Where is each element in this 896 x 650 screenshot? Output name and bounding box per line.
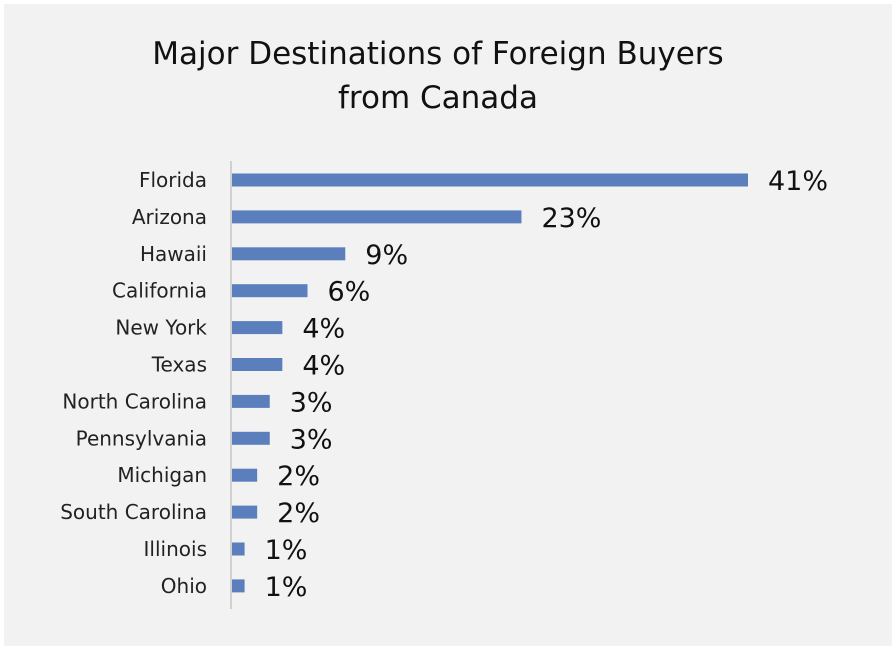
data-label: 1%: [265, 535, 308, 566]
bar: [232, 173, 748, 187]
category-label: Illinois: [144, 537, 207, 561]
bar: [232, 210, 522, 224]
data-label: 2%: [277, 498, 320, 529]
bar: [232, 394, 270, 408]
data-label: 4%: [302, 351, 345, 382]
data-label: 3%: [290, 424, 333, 455]
category-label: Florida: [139, 168, 207, 192]
chart-title-line-1: Major Destinations of Foreign Buyers: [152, 36, 724, 72]
category-label: Arizona: [132, 205, 207, 229]
bar-chart: Florida 41% Arizona 23% Hawaii 9% California 6%…: [60, 161, 828, 609]
data-label: 9%: [365, 240, 408, 271]
bar: [232, 321, 283, 335]
chart-title-line-2: from Canada: [338, 80, 538, 116]
bar: [232, 505, 258, 519]
category-label: Texas: [151, 353, 207, 377]
category-label: North Carolina: [62, 389, 207, 413]
data-label: 23%: [541, 203, 601, 234]
data-label: 2%: [277, 461, 320, 492]
bar: [232, 284, 308, 298]
bar: [232, 579, 245, 593]
category-label: Hawaii: [140, 242, 207, 266]
category-label: Michigan: [117, 463, 207, 487]
chart-card: Major Destinations of Foreign Buyers fro…: [4, 4, 892, 646]
data-label: 41%: [768, 166, 828, 197]
bar: [232, 358, 283, 371]
category-label: New York: [115, 316, 207, 340]
bar: [232, 431, 270, 445]
category-label: Ohio: [161, 574, 207, 598]
category-label: California: [112, 279, 207, 303]
data-label: 3%: [290, 387, 333, 418]
bar: [232, 468, 258, 482]
data-label: 4%: [302, 314, 345, 345]
category-label: Pennsylvania: [76, 426, 207, 450]
data-label: 1%: [265, 572, 308, 603]
data-label: 6%: [328, 277, 371, 308]
category-label: South Carolina: [60, 500, 207, 524]
chart-title: Major Destinations of Foreign Buyers fro…: [4, 32, 872, 120]
bar: [232, 247, 346, 261]
bar: [232, 542, 245, 556]
